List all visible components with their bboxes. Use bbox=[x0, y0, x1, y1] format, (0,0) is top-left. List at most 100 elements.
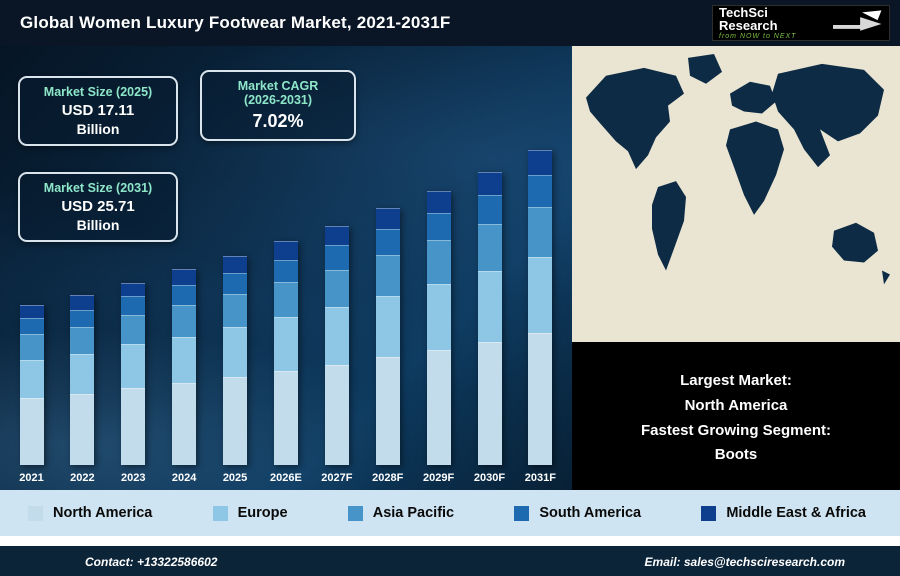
legend-item: North America bbox=[28, 505, 152, 521]
bar-segment bbox=[273, 259, 298, 282]
email-info: Email: sales@techsciresearch.com bbox=[644, 555, 845, 569]
gap-strip bbox=[0, 536, 900, 546]
bar-segment bbox=[426, 240, 451, 285]
bar-segment bbox=[121, 344, 146, 388]
bar-segment bbox=[121, 314, 146, 344]
header-bar: Global Women Luxury Footwear Market, 202… bbox=[0, 0, 900, 46]
fastest-segment-label: Fastest Growing Segment: bbox=[640, 421, 832, 439]
bar-segment bbox=[121, 388, 146, 465]
logo-tagline: from NOW to NEXT bbox=[719, 32, 797, 40]
x-axis-label: 2031F bbox=[524, 472, 556, 484]
stat-label: Market CAGR bbox=[237, 79, 319, 93]
bar-segment bbox=[324, 225, 349, 246]
bar-segment bbox=[19, 304, 44, 319]
market-size-2025-box: Market Size (2025) USD 17.11 Billion bbox=[18, 76, 178, 146]
stat-unit: Billion bbox=[76, 217, 120, 233]
legend-item: Europe bbox=[212, 505, 288, 521]
bar-column-2024: 2024 bbox=[161, 269, 208, 484]
legend-label: South America bbox=[539, 505, 642, 521]
bar-segment bbox=[70, 353, 95, 395]
bar-segment bbox=[375, 296, 400, 358]
stacked-bar bbox=[477, 171, 502, 465]
stat-unit: Billion bbox=[76, 121, 120, 137]
legend-item: South America bbox=[514, 505, 641, 521]
bar-segment bbox=[375, 229, 400, 255]
main-content: 2021 2022 2023 2024 2025 2026E 2027F 2028F 2029F… bbox=[0, 46, 900, 490]
bar-segment bbox=[223, 273, 248, 294]
x-axis-label: 2027F bbox=[321, 472, 353, 484]
largest-market-label: Largest Market: bbox=[680, 372, 792, 389]
bar-column-2029F: 2029F bbox=[415, 191, 462, 484]
bar-segment bbox=[273, 241, 298, 260]
bar-segment bbox=[426, 350, 451, 465]
legend-swatch bbox=[28, 505, 43, 521]
bar-segment bbox=[70, 394, 95, 465]
bar-column-2027F: 2027F bbox=[313, 225, 360, 484]
bar-segment bbox=[172, 269, 197, 286]
bar-segment bbox=[70, 309, 95, 327]
market-highlights-box: Largest Market: North America Fastest Gr… bbox=[572, 346, 900, 490]
stacked-bar bbox=[528, 149, 553, 465]
bar-segment bbox=[477, 171, 502, 196]
bar-segment bbox=[121, 296, 146, 315]
chart-legend: North America Europe Asia Pacific South Ame… bbox=[0, 490, 900, 536]
stacked-bar bbox=[375, 208, 400, 465]
bar-segment bbox=[223, 256, 248, 274]
world-map bbox=[572, 46, 900, 342]
bar-column-2031F: 2031F bbox=[517, 149, 564, 484]
bar-segment bbox=[528, 175, 553, 208]
market-cagr-box: Market CAGR (2026-2031) 7.02% bbox=[200, 70, 356, 141]
bar-segment bbox=[528, 207, 553, 258]
bar-column-2025: 2025 bbox=[212, 256, 259, 484]
legend-label: Middle East & Africa bbox=[726, 505, 866, 521]
market-size-2031-box: Market Size (2031) USD 25.71 Billion bbox=[18, 172, 178, 242]
bar-column-2028F: 2028F bbox=[364, 208, 411, 484]
bar-segment bbox=[19, 359, 44, 398]
page-title: Global Women Luxury Footwear Market, 202… bbox=[20, 13, 451, 32]
legend-label: Europe bbox=[237, 505, 288, 521]
bar-column-2023: 2023 bbox=[110, 283, 157, 484]
bar-segment bbox=[70, 295, 95, 310]
stat-value: 7.02% bbox=[252, 111, 304, 131]
stat-label: Market Size (2025) bbox=[43, 85, 153, 99]
stacked-bar bbox=[70, 295, 95, 465]
bar-segment bbox=[477, 224, 502, 271]
bar-segment bbox=[19, 397, 44, 465]
x-axis-label: 2029F bbox=[423, 472, 455, 484]
bar-segment bbox=[172, 383, 197, 465]
legend-label: Asia Pacific bbox=[372, 505, 455, 521]
legend-swatch bbox=[514, 505, 530, 521]
stacked-bar bbox=[426, 191, 451, 465]
bar-column-2030F: 2030F bbox=[466, 171, 513, 484]
bar-segment bbox=[324, 269, 349, 308]
legend-item: Asia Pacific bbox=[347, 505, 455, 521]
bar-segment bbox=[223, 293, 248, 327]
stat-value: USD 17.11 bbox=[61, 102, 135, 119]
bar-segment bbox=[375, 254, 400, 297]
x-axis-label: 2025 bbox=[222, 472, 248, 484]
stacked-bar bbox=[19, 304, 44, 465]
stacked-bar bbox=[172, 269, 197, 465]
bar-segment bbox=[528, 333, 553, 465]
bar-column-2022: 2022 bbox=[59, 295, 106, 484]
legend-swatch bbox=[212, 505, 228, 521]
logo-brand: TechSci Research bbox=[719, 4, 778, 34]
bar-segment bbox=[426, 191, 451, 214]
bar-segment bbox=[121, 283, 146, 297]
bar-segment bbox=[172, 304, 197, 337]
stat-label: Market Size (2031) bbox=[43, 181, 153, 195]
bar-segment bbox=[426, 284, 451, 351]
bar-segment bbox=[19, 334, 44, 360]
bar-segment bbox=[223, 377, 248, 465]
legend-swatch bbox=[347, 505, 363, 521]
legend-label: North America bbox=[53, 505, 153, 521]
x-axis-label: 2024 bbox=[171, 472, 197, 484]
footer-bar: Contact: +13322586602 Email: sales@techs… bbox=[0, 546, 900, 576]
bar-segment bbox=[19, 318, 44, 335]
contact-info: Contact: +13322586602 bbox=[85, 555, 218, 569]
bar-segment bbox=[273, 281, 298, 318]
bar-segment bbox=[375, 357, 400, 465]
legend-item: Middle East & Africa bbox=[701, 505, 866, 521]
bar-segment bbox=[172, 336, 197, 384]
x-axis-label: 2023 bbox=[121, 472, 146, 484]
